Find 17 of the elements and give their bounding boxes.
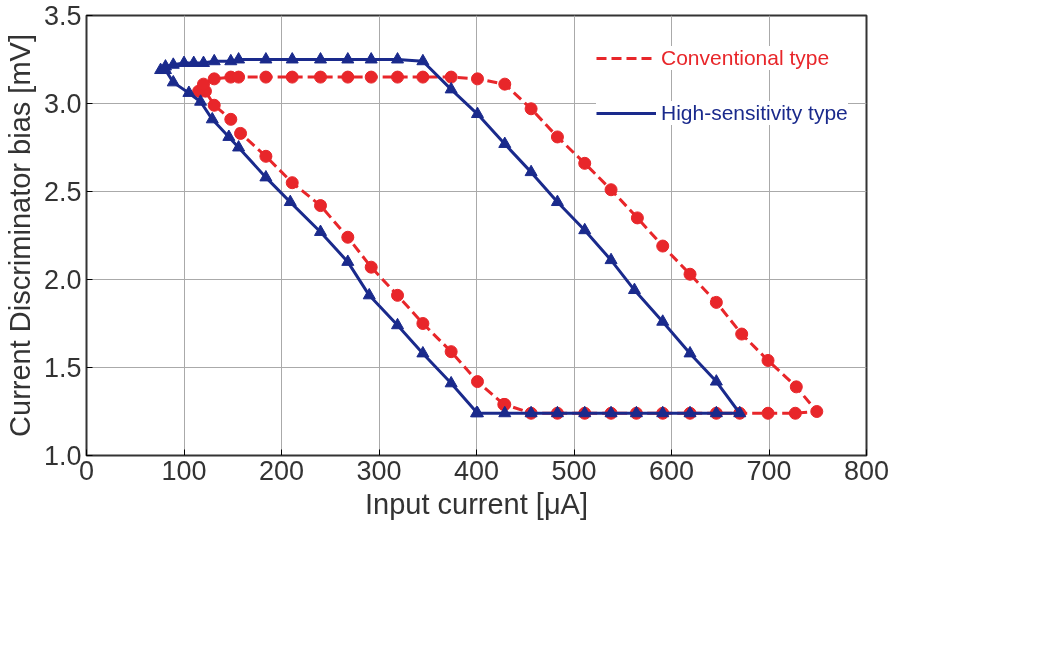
x-tick-label: 400: [453, 455, 500, 486]
x-tick-label: 500: [551, 455, 597, 486]
y-tick-label: 2.0: [43, 265, 82, 295]
legend-label: High-sensitivity type: [661, 101, 848, 125]
y-tick-label: 1.5: [43, 353, 82, 383]
legend-label: Conventional type: [661, 46, 830, 70]
x-tick-label: 700: [746, 455, 792, 486]
y-tick-label: 3.0: [43, 89, 82, 119]
x-tick-label: 800: [843, 455, 890, 486]
x-tick-label: 200: [258, 455, 305, 486]
y-tick-label: 2.5: [43, 177, 82, 207]
y-tick-label: 3.5: [43, 1, 82, 31]
x-tick-label: 100: [161, 455, 207, 486]
x-tick-label: 600: [648, 455, 695, 486]
x-tick-label: 300: [356, 455, 402, 486]
y-axis-title: Current Discriminator bias [mV]: [3, 34, 36, 437]
x-axis-title: Input current [μA]: [364, 487, 589, 520]
